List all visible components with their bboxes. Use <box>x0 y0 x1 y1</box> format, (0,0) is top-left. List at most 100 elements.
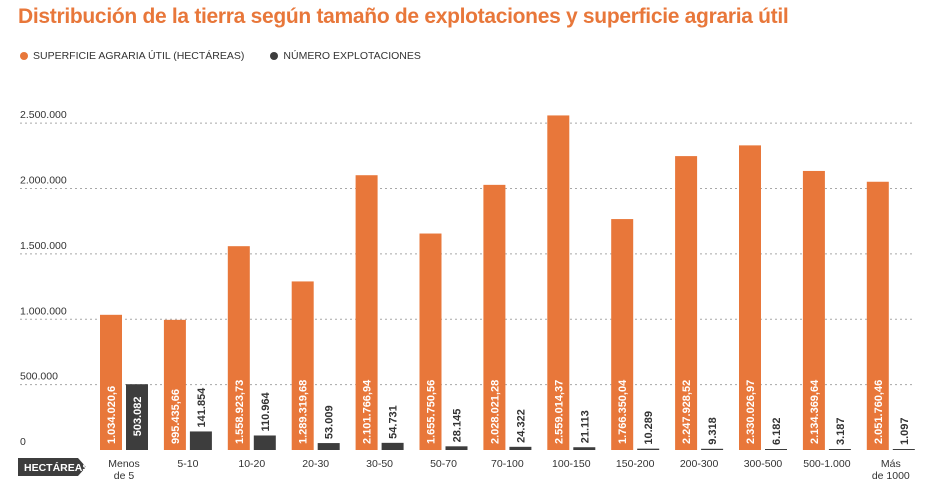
bar-explotaciones <box>189 431 212 450</box>
data-label-explotaciones: 53.009 <box>324 405 336 439</box>
data-label-superficie: 1.766.350,04 <box>617 379 629 444</box>
x-tick-label-line: 150-200 <box>616 458 655 470</box>
bar-explotaciones <box>573 447 596 450</box>
data-label-superficie: 2.051.760,46 <box>873 380 885 444</box>
bar-explotaciones <box>381 442 404 450</box>
gridlines <box>20 122 915 386</box>
x-tick-label: 300-500 <box>744 458 783 470</box>
data-label-explotaciones: 110.964 <box>260 391 272 431</box>
bar-superficie <box>291 281 314 450</box>
x-tick-label: 150-200 <box>616 458 655 470</box>
y-axis-ticks: 0 500.000 1.000.000 1.500.000 2.000.000 2.500… <box>20 109 67 448</box>
legend-item-superficie: SUPERFICIE AGRARIA ÚTIL (HECTÁREAS) <box>20 50 244 62</box>
bar-superficie <box>802 170 825 450</box>
chart-legend: SUPERFICIE AGRARIA ÚTIL (HECTÁREAS) NÚME… <box>20 50 447 62</box>
y-tick-label: 2.500.000 <box>20 109 67 121</box>
data-label-explotaciones: 1.097 <box>899 417 911 445</box>
bar-explotaciones <box>253 435 276 450</box>
x-tick-label-line: Menos <box>108 458 140 470</box>
x-tick-label: 20-30 <box>302 458 329 470</box>
x-tick-label-line: Más <box>881 458 901 470</box>
bar-explotaciones <box>828 449 851 450</box>
data-label-explotaciones: 21.113 <box>579 410 591 443</box>
data-label-explotaciones: 9.318 <box>707 417 719 445</box>
bar-superficie <box>675 156 698 450</box>
bars: 1.034.020,6 503.082 995.435,66 141.854 1.558… <box>100 115 915 451</box>
x-tick-label: 50-70 <box>430 458 457 470</box>
x-tick-label-line: 300-500 <box>744 458 783 470</box>
bar-explotaciones <box>126 384 148 450</box>
chart-title: Distribución de la tierra según tamaño d… <box>18 5 789 28</box>
data-label-explotaciones: 10.289 <box>643 411 655 445</box>
data-label-explotaciones: 503.082 <box>132 396 144 436</box>
x-axis-title-badge <box>18 458 86 476</box>
data-label-superficie: 2.101.766,94 <box>362 379 374 444</box>
x-tick-label: 5-10 <box>177 458 198 470</box>
x-tick-label-line: de 1000 <box>872 470 910 482</box>
data-label-explotaciones: 6.182 <box>771 417 783 445</box>
bar-explotaciones <box>765 449 787 450</box>
data-label-explotaciones: 141.854 <box>196 387 208 428</box>
data-label-superficie: 2.028.021,28 <box>489 380 501 444</box>
data-label-explotaciones: 3.187 <box>835 417 847 445</box>
x-tick-label-line: 100-150 <box>552 458 591 470</box>
bar-explotaciones <box>892 449 915 450</box>
bar-superficie <box>355 175 378 450</box>
data-label-explotaciones: 28.145 <box>452 409 464 443</box>
y-tick-label: 500.000 <box>20 371 58 383</box>
x-axis-title: HECTÁREAS <box>18 458 89 476</box>
x-tick-label-line: de 5 <box>114 470 135 482</box>
x-axis-title-text: HECTÁREAS <box>24 461 89 474</box>
data-label-explotaciones: 54.731 <box>388 405 400 439</box>
x-tick-label-line: 70-100 <box>491 458 524 470</box>
bar-explotaciones <box>317 443 340 450</box>
bar-superficie <box>419 233 442 450</box>
bar-superficie <box>611 219 634 450</box>
x-tick-label: 10-20 <box>238 458 265 470</box>
data-label-superficie: 2.247.928,52 <box>681 380 693 444</box>
data-label-explotaciones: 24.322 <box>515 409 527 443</box>
bar-superficie <box>227 246 250 450</box>
legend-item-explotaciones: NÚMERO EXPLOTACIONES <box>270 50 421 62</box>
bar-explotaciones <box>637 448 660 450</box>
bar-explotaciones <box>509 446 532 450</box>
bar-superficie <box>866 181 889 450</box>
x-tick-label: 200-300 <box>680 458 719 470</box>
data-label-superficie: 995.435,66 <box>170 389 182 444</box>
bar-superficie <box>163 319 186 450</box>
y-tick-label: 2.000.000 <box>20 175 67 187</box>
x-tick-label-line: 50-70 <box>430 458 457 470</box>
x-tick-label: 70-100 <box>491 458 524 470</box>
x-tick-label: Menos de 5 <box>108 458 140 482</box>
y-tick-label: 1.000.000 <box>20 305 67 317</box>
data-label-superficie: 1.289.319,68 <box>298 380 310 444</box>
x-axis-ticks: Menos de 5 5-10 10-20 20-30 30-50 50-70 70-100 1… <box>108 458 910 482</box>
data-label-superficie: 2.134.369,64 <box>809 379 821 444</box>
x-tick-label: 30-50 <box>366 458 393 470</box>
x-tick-label-line: 10-20 <box>238 458 265 470</box>
data-label-superficie: 1.655.750,56 <box>426 380 438 444</box>
bar-superficie <box>547 115 570 451</box>
x-tick-label-line: 500-1.000 <box>803 458 850 470</box>
y-tick-label: 0 <box>20 436 26 448</box>
bar-explotaciones <box>701 448 724 450</box>
legend-label-superficie: SUPERFICIE AGRARIA ÚTIL (HECTÁREAS) <box>33 50 245 62</box>
y-tick-label: 1.500.000 <box>20 240 67 252</box>
bar-superficie <box>483 184 506 451</box>
legend-label-explotaciones: NÚMERO EXPLOTACIONES <box>283 50 421 62</box>
data-label-superficie: 1.034.020,6 <box>106 386 118 444</box>
x-tick-label: Más de 1000 <box>872 458 910 482</box>
x-tick-label: 100-150 <box>552 458 591 470</box>
x-tick-label-line: 200-300 <box>680 458 719 470</box>
bar-superficie <box>739 145 761 450</box>
x-tick-label-line: 5-10 <box>177 458 198 470</box>
data-label-superficie: 2.559.014,37 <box>553 380 565 444</box>
data-label-superficie: 2.330.026,97 <box>745 380 757 444</box>
x-tick-label-line: 20-30 <box>302 458 329 470</box>
bar-superficie <box>100 314 122 450</box>
x-tick-label: 500-1.000 <box>803 458 850 470</box>
legend-swatch-explotaciones <box>270 52 279 60</box>
data-label-superficie: 1.558.923,73 <box>234 380 246 444</box>
legend-swatch-superficie <box>20 52 28 60</box>
